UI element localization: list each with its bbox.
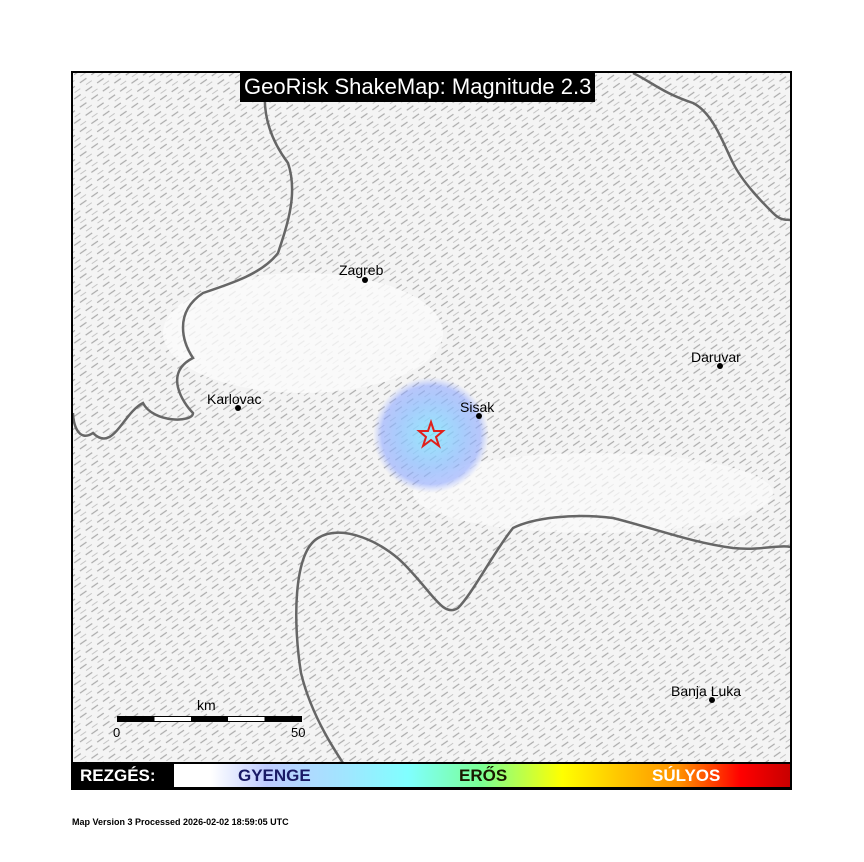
scale-end: 50 xyxy=(291,725,306,740)
city-marker xyxy=(709,697,715,703)
intensity-color-bar: GYENGE ERŐS SÚLYOS xyxy=(174,764,790,787)
intensity-legend: REZGÉS: GYENGE ERŐS SÚLYOS xyxy=(72,762,792,789)
city-label-banja-luka: Banja Luka xyxy=(671,683,742,699)
legend-level-weak: GYENGE xyxy=(238,766,311,785)
lowland xyxy=(163,273,443,393)
city-label-sisak: Sisak xyxy=(460,399,495,415)
legend-level-severe: SÚLYOS xyxy=(652,766,721,785)
city-marker xyxy=(717,363,723,369)
country-borders xyxy=(73,73,790,788)
terrain-map xyxy=(73,73,790,788)
legend-level-strong: ERŐS xyxy=(459,766,508,785)
shakemap xyxy=(71,71,792,790)
shaking-intensity-area xyxy=(373,377,489,493)
legend-label: REZGÉS: xyxy=(80,766,156,785)
map-title: GeoRisk ShakeMap: Magnitude 2.3 xyxy=(240,72,596,102)
city-marker xyxy=(235,405,241,411)
star-icon[interactable] xyxy=(416,418,446,449)
city-marker xyxy=(362,277,368,283)
scale-start: 0 xyxy=(113,725,121,740)
scale-unit: km xyxy=(197,697,216,713)
lowland xyxy=(413,453,773,533)
city-label-daruvar: Daruvar xyxy=(691,349,741,365)
city-label-karlovac: Karlovac xyxy=(207,391,262,407)
city-label-zagreb: Zagreb xyxy=(339,262,384,278)
scale-bar-graphic xyxy=(117,716,302,722)
city-marker xyxy=(476,413,482,419)
scale-bar: km 0 50 xyxy=(113,697,306,742)
processing-info: Map Version 3 Processed 2026-02-02 18:59… xyxy=(72,817,289,827)
